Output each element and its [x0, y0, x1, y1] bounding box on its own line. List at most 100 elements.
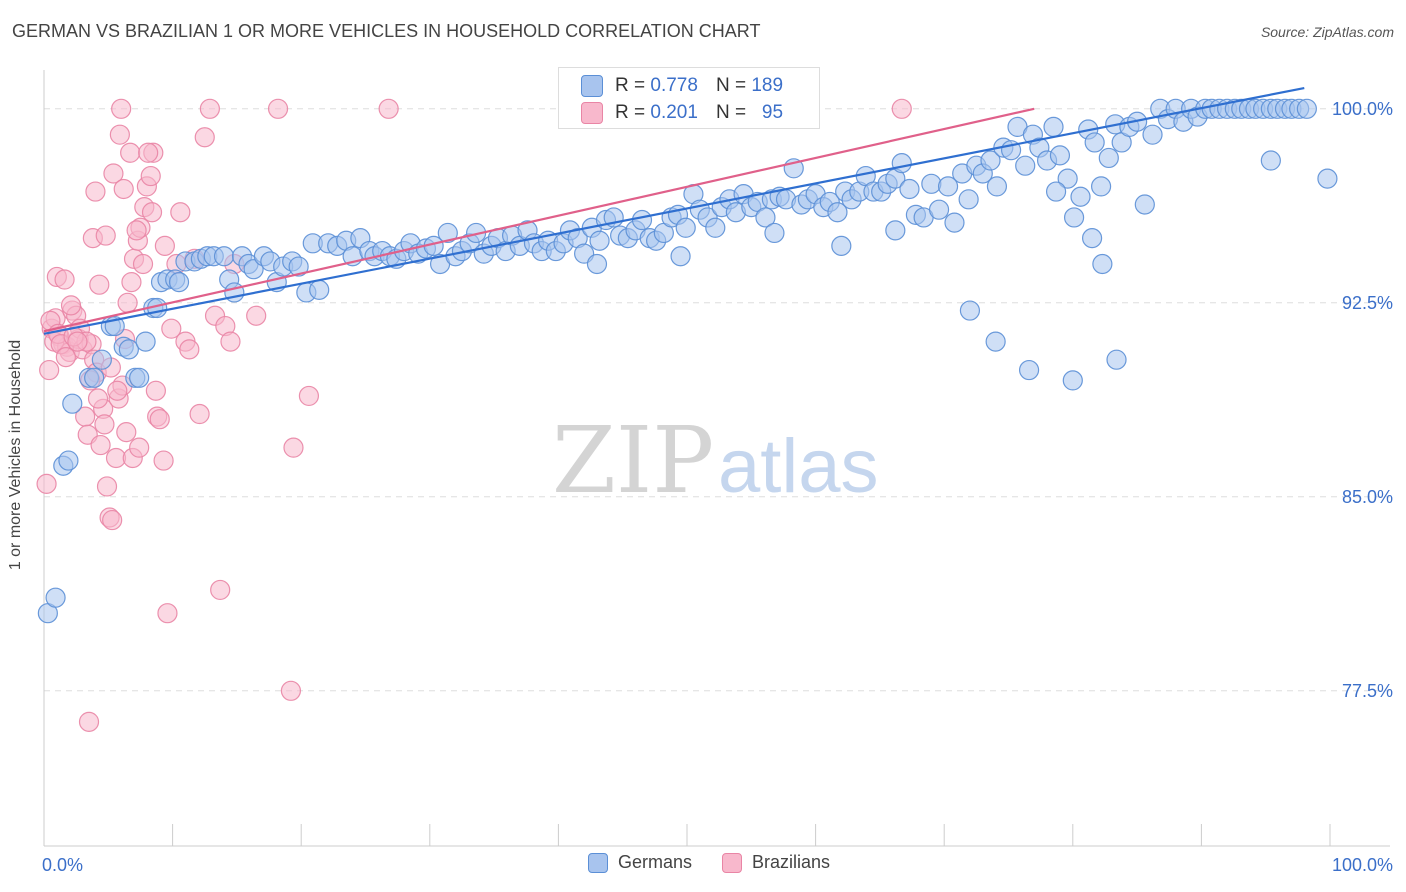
bottom-legend: Germans Brazilians: [588, 852, 860, 873]
german-point-145: [1070, 186, 1091, 207]
brazilian-point-1: [39, 359, 60, 381]
german-point-144: [1063, 207, 1085, 228]
brazilian-point-33: [140, 165, 161, 187]
german-point-155: [1142, 124, 1163, 145]
trend-lines: [43, 87, 1305, 335]
german-point-37: [288, 256, 309, 277]
brazilian-point-93: [891, 98, 912, 119]
brazilian-point-38: [157, 603, 178, 624]
brazilian-series: [36, 98, 912, 732]
german-point-178: [959, 300, 981, 321]
stats-legend: R = 0.778 N = 189 R = 0.201 N = 95: [558, 67, 820, 129]
brazilian-point-53: [54, 269, 75, 290]
x-tick-min: 0.0%: [42, 855, 83, 875]
stats-row-brazilians: R = 0.201 N = 95: [581, 102, 783, 124]
german-point-176: [1296, 98, 1317, 119]
brazilian-point-60: [95, 225, 116, 246]
german-point-1: [45, 587, 66, 608]
brazilian-point-43: [179, 339, 200, 360]
brazilian-point-45: [189, 403, 210, 425]
german-point-141: [1043, 116, 1064, 138]
german-point-184: [764, 222, 785, 244]
german-point-148: [1090, 176, 1112, 197]
german-point-182: [1106, 349, 1127, 370]
german-point-78: [589, 230, 610, 251]
german-point-154: [1134, 194, 1155, 215]
german-series: [37, 98, 1338, 624]
legend-swatch-germans: [588, 852, 608, 873]
brazilian-point-69: [145, 380, 166, 401]
german-point-188: [1081, 228, 1103, 249]
brazilian-point-36: [149, 409, 170, 430]
german-point-101: [755, 207, 776, 228]
brazilian-point-85: [129, 437, 150, 458]
german-point-13: [129, 367, 150, 388]
y-tick-label-1: 92.5%: [1342, 293, 1393, 313]
brazilian-point-39: [161, 318, 182, 339]
german-point-190: [1045, 181, 1067, 202]
brazilian-point-58: [85, 181, 106, 202]
legend-item-germans[interactable]: Germans: [588, 852, 692, 873]
x-tick-max: 100.0%: [1332, 855, 1393, 875]
brazilian-point-51: [220, 331, 241, 352]
germans-r-value: 0.778: [650, 75, 698, 96]
brazilians-n-label: N =: [715, 102, 747, 123]
germans-r-label: R =: [615, 75, 646, 96]
brazilian-point-65: [126, 220, 147, 241]
german-point-129: [958, 189, 979, 210]
german-point-180: [1018, 359, 1040, 381]
german-point-179: [985, 331, 1006, 352]
german-point-137: [1015, 155, 1036, 176]
brazilian-point-77: [67, 331, 88, 352]
german-point-6: [84, 367, 105, 388]
brazilian-point-0: [36, 473, 57, 494]
german-point-121: [899, 178, 920, 200]
brazilian-point-86: [283, 437, 304, 458]
germans-swatch: [581, 75, 603, 97]
brazilian-point-27: [121, 272, 142, 293]
axes: [43, 70, 1390, 847]
brazilian-point-47: [199, 98, 220, 119]
watermark-zip: ZIP: [552, 407, 714, 514]
brazilian-point-68: [141, 202, 163, 223]
y-axis-label: 1 or more Vehicles in Household: [7, 339, 24, 571]
brazilian-point-19: [96, 476, 118, 497]
brazilian-point-46: [194, 127, 215, 148]
brazilian-point-61: [103, 163, 124, 184]
brazilian-point-79: [87, 388, 109, 409]
grid-lines: [44, 108, 1390, 692]
x-tick-labels: 0.0% 100.0%: [42, 855, 1393, 875]
brazilian-point-59: [89, 274, 110, 295]
brazilian-point-80: [94, 414, 115, 435]
german-point-7: [91, 349, 112, 370]
german-point-84: [631, 209, 653, 231]
stats-row-germans: R = 0.778 N = 189: [581, 75, 783, 97]
german-point-14: [135, 331, 156, 352]
german-point-142: [1049, 145, 1071, 166]
brazilian-point-88: [298, 385, 320, 407]
y-tick-labels: 100.0% 92.5% 85.0% 77.5%: [1332, 99, 1393, 701]
german-point-3: [58, 450, 79, 471]
legend-item-brazilians[interactable]: Brazilians: [722, 852, 830, 873]
german-point-94: [705, 217, 726, 238]
german-point-185: [831, 235, 852, 256]
german-point-120: [891, 153, 912, 174]
german-point-149: [1098, 147, 1119, 169]
legend-label-germans: Germans: [618, 852, 693, 872]
german-point-90: [675, 217, 696, 238]
german-point-111: [827, 202, 848, 223]
brazilian-trend-line: [43, 107, 1035, 333]
brazilian-point-63: [113, 178, 134, 200]
source-label: Source: ZipAtlas.com: [1260, 24, 1394, 40]
german-point-124: [921, 173, 942, 194]
brazilian-point-26: [117, 292, 138, 313]
german-point-133: [986, 176, 1008, 197]
german-point-11: [118, 339, 139, 360]
brazilians-r-value: 0.201: [650, 102, 698, 123]
legend-label-brazilians: Brazilians: [752, 852, 831, 872]
german-point-125: [928, 199, 950, 220]
y-tick-label-3: 77.5%: [1342, 681, 1393, 701]
german-point-191: [1260, 150, 1281, 171]
brazilian-point-41: [170, 202, 191, 223]
